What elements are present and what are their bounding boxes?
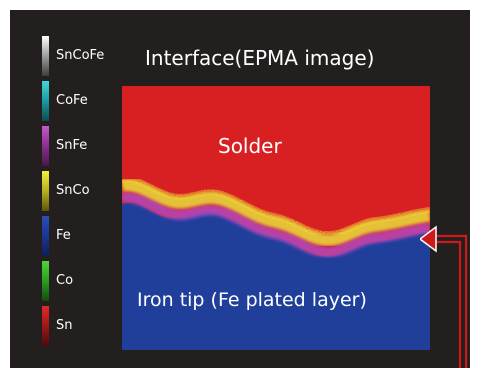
legend-item-co: Co xyxy=(42,261,132,301)
legend-swatch xyxy=(42,126,49,166)
legend-label: SnCo xyxy=(56,183,90,198)
interface-pointer-arrow-icon xyxy=(420,225,468,368)
interface-purple-band xyxy=(122,192,430,258)
iron-tip-region xyxy=(122,202,430,350)
legend-swatch xyxy=(42,216,49,256)
legend-label: SnFe xyxy=(56,138,88,153)
legend-label: SnCoFe xyxy=(56,48,105,63)
legend-swatch xyxy=(42,171,49,211)
legend-swatch xyxy=(42,81,49,121)
legend-item-fe: Fe xyxy=(42,216,132,256)
solder-label: Solder xyxy=(218,134,282,158)
element-color-legend: SnCoFe CoFe SnFe SnCo Fe Co Sn xyxy=(42,36,132,366)
legend-item-snfe: SnFe xyxy=(42,126,132,166)
iron-tip-label: Iron tip (Fe plated layer) xyxy=(137,289,367,311)
legend-label: Sn xyxy=(56,318,73,333)
legend-label: Fe xyxy=(56,228,71,243)
interface-speckle xyxy=(122,176,430,238)
legend-swatch xyxy=(42,261,49,301)
legend-label: Co xyxy=(56,273,74,288)
legend-swatch xyxy=(42,306,49,346)
figure-title: Interface(EPMA image) xyxy=(145,46,375,70)
interface-yellow-band xyxy=(122,179,430,247)
legend-item-sn: Sn xyxy=(42,306,132,346)
legend-item-cofe: CoFe xyxy=(42,81,132,121)
legend-label: CoFe xyxy=(56,93,88,108)
legend-item-sncofe: SnCoFe xyxy=(42,36,132,76)
legend-item-snco: SnCo xyxy=(42,171,132,211)
legend-swatch xyxy=(42,36,49,76)
epma-figure-panel: SnCoFe CoFe SnFe SnCo Fe Co Sn Interface(EPMA … xyxy=(10,10,470,368)
epma-image xyxy=(122,86,430,350)
